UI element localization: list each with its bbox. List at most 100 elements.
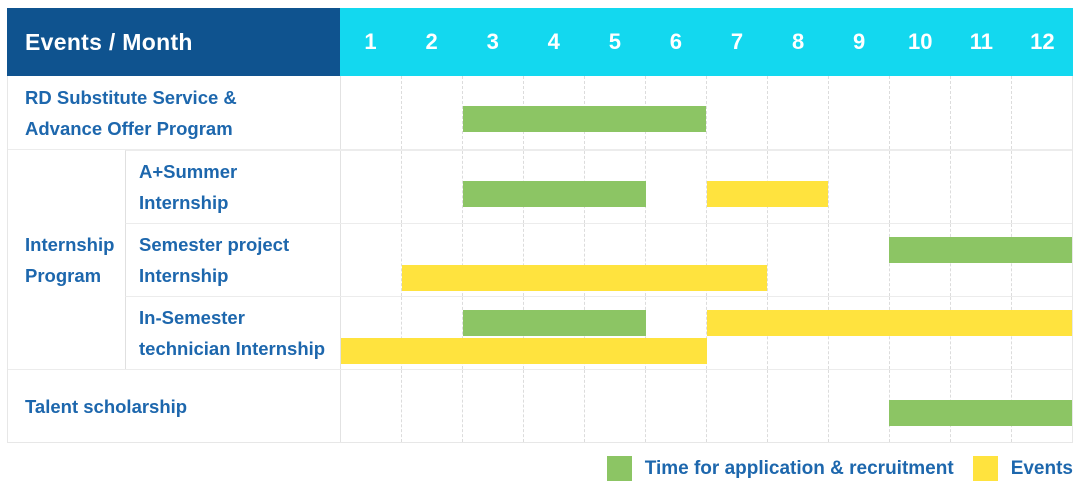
row-label-line: Internship <box>25 233 115 255</box>
row-timeline-semester-project-internship <box>340 224 1072 296</box>
month-label: 4 <box>547 29 560 54</box>
month-label: 3 <box>486 29 499 54</box>
table-row-semester-project-internship: Semester project Internship <box>8 223 1072 296</box>
row-timeline-rd-substitute-advance-offer <box>340 76 1072 149</box>
month-gridline <box>401 224 462 296</box>
month-gridline <box>828 76 889 149</box>
row-label-line: In-Semester <box>139 307 245 328</box>
row-label-talent-scholarship: Talent scholarship <box>8 370 340 442</box>
month-gridline <box>462 151 523 223</box>
month-label: 6 <box>669 29 683 54</box>
legend-item-event: Events <box>972 456 1073 481</box>
month-gridline <box>584 224 645 296</box>
month-gridline <box>401 76 462 149</box>
row-label-line: Talent scholarship <box>25 395 188 417</box>
group-label-internship: Internship Program <box>8 150 125 369</box>
month-gridline <box>341 370 401 442</box>
month-gridline <box>828 151 889 223</box>
month-gridline <box>341 224 401 296</box>
legend-label-event: Events <box>1010 457 1073 479</box>
month-gridline <box>767 76 828 149</box>
table-row-in-semester-technician-internship: In-Semester technician Internship <box>8 296 1072 369</box>
sub-row-main: A+Summer Internship <box>125 150 1072 223</box>
sub-row-main: In-Semester technician Internship <box>125 296 1072 369</box>
month-gridline <box>401 297 462 369</box>
month-gridline <box>462 370 523 442</box>
legend-item-application: Time for application & recruitment <box>606 456 954 481</box>
month-gridline <box>645 370 706 442</box>
application-legend-swatch <box>606 456 632 481</box>
month-gridline <box>401 370 462 442</box>
events-month-header-cell: Events / Month <box>7 8 340 76</box>
month-gridline <box>950 76 1011 149</box>
semester-project-internship-event-bar <box>401 265 768 291</box>
month-gridline <box>706 224 767 296</box>
schedule-table: Events / Month 1 2 3 4 5 6 7 8 9 10 11 12 RD Substi… <box>7 8 1073 443</box>
month-gridline <box>341 151 401 223</box>
month-gridline <box>401 151 462 223</box>
row-timeline-a-plus-summer-internship <box>340 151 1072 223</box>
row-label-rd-substitute-advance-offer: RD Substitute Service & Advance Offer Pro… <box>8 76 340 149</box>
month-gridline <box>767 224 828 296</box>
month-label: 1 <box>364 29 377 54</box>
table-header-row: Events / Month 1 2 3 4 5 6 7 8 9 10 11 12 <box>7 8 1073 76</box>
talent-scholarship-application-bar <box>889 400 1072 426</box>
row-label-line: Semester project <box>139 234 290 255</box>
month-gridline <box>828 224 889 296</box>
in-semester-technician-internship-event-bar <box>706 310 1072 336</box>
a-plus-summer-internship-event-bar <box>706 181 829 207</box>
month-gridline <box>523 224 584 296</box>
month-gridline <box>462 224 523 296</box>
month-gridline <box>889 151 950 223</box>
month-gridline <box>584 370 645 442</box>
month-label: 7 <box>730 29 744 54</box>
row-label-line: Advance Offer Program <box>25 117 233 139</box>
row-label-line: RD Substitute Service & <box>25 86 237 108</box>
month-gridline <box>706 370 767 442</box>
month-gridline <box>767 370 828 442</box>
row-timeline-talent-scholarship <box>340 370 1072 442</box>
row-label-line: Internship <box>139 192 229 213</box>
row-label-semester-project-internship: Semester project Internship <box>126 224 340 296</box>
semester-project-internship-application-bar <box>889 237 1072 263</box>
row-label-line: Program <box>25 264 102 286</box>
table-body: RD Substitute Service & Advance Offer Pro… <box>7 76 1073 443</box>
legend-label-application: Time for application & recruitment <box>644 457 954 479</box>
row-label-line: Internship <box>139 265 229 286</box>
month-axis: 1 2 3 4 5 6 7 8 9 10 11 12 <box>340 8 1073 76</box>
month-gridline <box>523 370 584 442</box>
table-row-rd-substitute-advance-offer: RD Substitute Service & Advance Offer Pro… <box>8 76 1072 149</box>
row-timeline-in-semester-technician-internship <box>340 297 1072 369</box>
table-row-talent-scholarship: Talent scholarship <box>8 369 1072 442</box>
month-label: 5 <box>608 29 621 54</box>
month-gridline <box>645 224 706 296</box>
a-plus-summer-internship-application-bar <box>462 181 646 207</box>
month-gridline <box>462 76 523 149</box>
in-semester-technician-internship-event-bar <box>341 338 707 364</box>
row-label-line: A+Summer <box>139 161 238 182</box>
month-label: 12 <box>1030 29 1055 54</box>
group-internship: Internship Program A+Summer Internship Semes… <box>8 149 1072 369</box>
month-label: 8 <box>791 29 805 54</box>
table-row-a-plus-summer-internship: A+Summer Internship <box>8 150 1072 223</box>
month-gridline <box>828 370 889 442</box>
month-gridlines <box>341 76 1072 149</box>
month-label: 9 <box>853 29 866 54</box>
in-semester-technician-internship-application-bar <box>462 310 646 336</box>
month-gridline <box>889 76 950 149</box>
month-gridline <box>950 151 1011 223</box>
month-label: 2 <box>425 29 438 54</box>
month-gridline <box>706 76 767 149</box>
month-gridline <box>1011 76 1072 149</box>
month-label: 10 <box>908 29 933 54</box>
event-legend-swatch <box>972 456 998 481</box>
month-gridline <box>341 76 401 149</box>
row-label-in-semester-technician-internship: In-Semester technician Internship <box>126 297 340 369</box>
month-gridline <box>1011 151 1072 223</box>
row-label-a-plus-summer-internship: A+Summer Internship <box>126 151 340 223</box>
legend: Time for application & recruitment Events <box>606 456 1073 481</box>
month-gridline <box>462 297 523 369</box>
month-label: 11 <box>969 29 993 54</box>
row-label-line: technician Internship <box>139 338 326 359</box>
